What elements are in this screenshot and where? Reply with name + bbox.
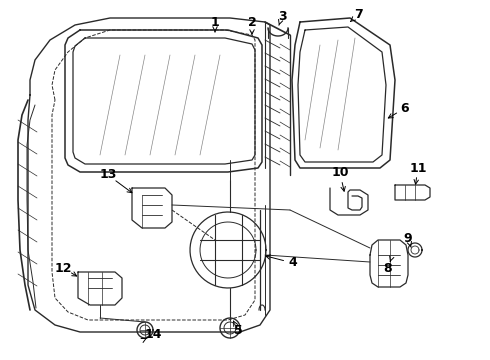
- Text: 3: 3: [278, 9, 286, 22]
- Text: 11: 11: [409, 162, 427, 175]
- Text: 6: 6: [401, 102, 409, 114]
- Text: 7: 7: [354, 9, 363, 22]
- Text: 8: 8: [384, 261, 392, 274]
- Text: 1: 1: [211, 15, 220, 28]
- Text: 14: 14: [144, 328, 162, 342]
- Text: 13: 13: [99, 168, 117, 181]
- Text: 5: 5: [234, 324, 243, 337]
- Text: 12: 12: [54, 261, 72, 274]
- Text: 4: 4: [289, 256, 297, 270]
- Text: 10: 10: [331, 166, 349, 180]
- Text: 9: 9: [404, 231, 412, 244]
- Text: 2: 2: [247, 15, 256, 28]
